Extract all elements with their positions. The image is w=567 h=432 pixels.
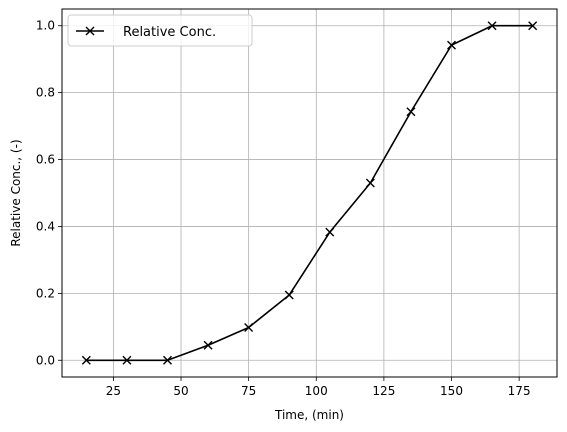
legend-label: Relative Conc. xyxy=(123,25,216,40)
y-axis-label: Relative Conc., (-) xyxy=(9,139,23,246)
grid xyxy=(62,9,557,377)
series-line xyxy=(86,24,533,362)
x-tick-label: 50 xyxy=(173,384,188,398)
legend-x-marker-icon xyxy=(85,26,95,36)
data-point-x-marker xyxy=(365,178,375,188)
y-tick-label: 0.4 xyxy=(36,219,55,233)
data-point-x-marker xyxy=(487,21,497,31)
x-tick-label: 150 xyxy=(440,384,463,398)
legend: Relative Conc. xyxy=(67,14,253,47)
data-point-x-marker xyxy=(284,290,294,300)
y-tick-label: 1.0 xyxy=(36,19,55,33)
data-point-x-marker xyxy=(406,107,416,117)
y-tick-label: 0.8 xyxy=(36,86,55,100)
y-tick-label: 0.2 xyxy=(36,286,55,300)
x-tick-label: 125 xyxy=(372,384,395,398)
data-point-x-marker xyxy=(122,355,132,365)
data-point-x-marker xyxy=(203,340,213,350)
series-layer xyxy=(81,21,538,365)
data-point-x-marker xyxy=(528,21,538,31)
x-tick-label: 25 xyxy=(106,384,121,398)
x-tick-label: 100 xyxy=(305,384,328,398)
y-tick-label: 0.0 xyxy=(36,353,55,367)
ticks: 25 50 75 100 125 150 175 0.0 0.2 0.4 0.6 0.8 1.0 xyxy=(36,19,531,398)
data-point-x-marker xyxy=(244,322,254,332)
data-point-x-marker xyxy=(81,355,91,365)
x-tick-label: 175 xyxy=(508,384,531,398)
legend-box xyxy=(67,14,253,47)
plot-frame xyxy=(61,8,558,378)
data-point-x-marker xyxy=(447,40,457,50)
data-point-x-marker xyxy=(162,355,172,365)
x-axis-label: Time, (min) xyxy=(274,408,344,422)
data-point-x-marker xyxy=(325,227,335,237)
x-tick-label: 75 xyxy=(241,384,256,398)
y-tick-label: 0.6 xyxy=(36,153,55,167)
